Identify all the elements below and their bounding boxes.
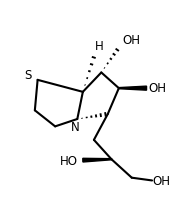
Text: S: S (24, 69, 32, 82)
Polygon shape (83, 158, 111, 162)
Text: OH: OH (148, 82, 166, 95)
Text: OH: OH (123, 34, 141, 47)
Polygon shape (119, 86, 147, 90)
Text: H: H (95, 40, 104, 53)
Text: N: N (70, 121, 79, 134)
Text: HO: HO (60, 155, 78, 168)
Text: OH: OH (152, 175, 170, 188)
